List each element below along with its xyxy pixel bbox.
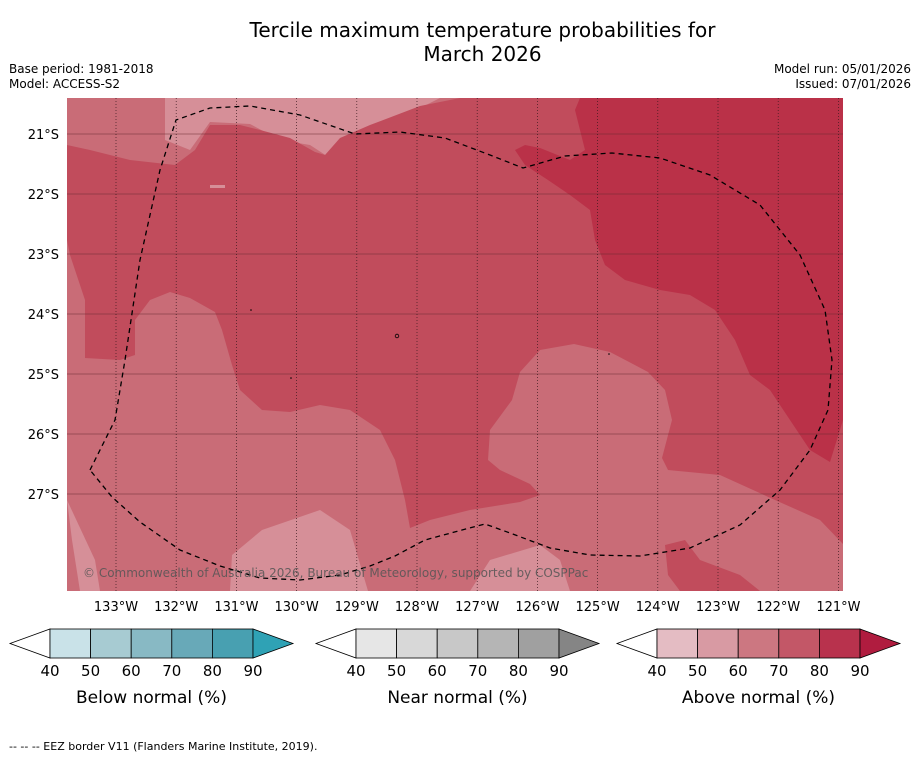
lon-tick-label: 127°W (455, 600, 499, 615)
colorbars: 40 50 60 70 80 90 Below normal (%) 40 50 60 70 80 90… (8, 628, 902, 708)
latitude-tick-labels: 21°S 22°S 23°S 24°S 25°S 26°S 27°S (28, 128, 59, 503)
colorbar-segment (778, 628, 820, 659)
colorbar-extend-high (252, 628, 295, 659)
issued-date: Issued: 07/01/2026 (795, 77, 911, 91)
colorbar-segment (171, 628, 213, 659)
lon-tick-label: 132°W (154, 600, 198, 615)
colorbar-segment (656, 628, 698, 659)
colorbar-segment (697, 628, 739, 659)
island-marker (608, 353, 610, 355)
colorbar-segment (477, 628, 519, 659)
colorbar-tick-label: 60 (122, 662, 141, 680)
title-line-2: March 2026 (423, 42, 542, 66)
colorbar-tick-label: 90 (850, 662, 869, 680)
colorbar-extend-high (859, 628, 902, 659)
lon-tick-label: 129°W (335, 600, 379, 615)
colorbar-tick-label: 60 (729, 662, 748, 680)
colorbar-tick-label: 40 (40, 662, 59, 680)
colorbar-extend-low (314, 628, 357, 659)
zone-above-50-60 (67, 500, 100, 591)
colorbar: 40 50 60 70 80 90 Below normal (%) (8, 628, 295, 708)
island-marker (250, 309, 252, 311)
colorbar-segment (49, 628, 91, 659)
lat-tick-label: 24°S (28, 308, 59, 323)
zone-above-50-60 (230, 510, 368, 591)
lat-tick-label: 21°S (28, 128, 59, 143)
zone-above-50-60 (470, 545, 570, 591)
lon-tick-label: 128°W (395, 600, 439, 615)
colorbar-label: Below normal (%) (76, 688, 227, 708)
lat-tick-label: 25°S (28, 368, 59, 383)
meta-left: Base period: 1981-2018 Model: ACCESS-S2 (9, 62, 154, 92)
colorbar-segment (211, 628, 254, 659)
model-name: Model: ACCESS-S2 (9, 77, 121, 91)
island-marker (290, 377, 292, 379)
map-grid (67, 98, 843, 591)
colorbar-label: Above normal (%) (682, 688, 835, 708)
lon-tick-label: 125°W (576, 600, 620, 615)
colorbar-tick-label: 40 (647, 662, 666, 680)
colorbar-segment (819, 628, 861, 659)
island-patch (210, 185, 225, 188)
lon-tick-label: 133°W (94, 600, 138, 615)
colorbar-tick-label: 90 (243, 662, 262, 680)
zone-above-70-80 (665, 540, 760, 591)
lon-tick-label: 124°W (636, 600, 680, 615)
zone-above-50-60 (165, 98, 440, 158)
title-line-1: Tercile maximum temperature probabilitie… (249, 18, 716, 42)
colorbar-tick-label: 70 (162, 662, 181, 680)
colorbar-extend-low (8, 628, 51, 659)
page-title: Tercile maximum temperature probabilitie… (0, 18, 919, 66)
copyright-text: © Commonwealth of Australia 2026, Bureau… (83, 566, 588, 580)
colorbar-extend-high (558, 628, 601, 659)
longitude-tick-labels: 133°W 132°W 131°W 130°W 129°W 128°W 127°W 126°W… (94, 600, 861, 615)
lat-tick-label: 27°S (28, 488, 59, 503)
colorbar-tick-label: 80 (509, 662, 528, 680)
colorbar-segment (90, 628, 132, 659)
model-run: Model run: 05/01/2026 (773, 62, 911, 76)
lon-tick-label: 121°W (816, 600, 860, 615)
eez-legend-text: -- -- -- EEZ border V11 (Flanders Marine… (9, 740, 317, 753)
colorbar-segment (355, 628, 397, 659)
lat-tick-label: 23°S (28, 248, 59, 263)
zone-above-80-90 (515, 98, 843, 462)
colorbar-tick-label: 40 (346, 662, 365, 680)
base-period: Base period: 1981-2018 (9, 62, 154, 76)
eez-border-line (89, 105, 833, 581)
lat-tick-label: 22°S (28, 188, 59, 203)
colorbar-tick-label: 80 (810, 662, 829, 680)
colorbar-tick-label: 90 (549, 662, 568, 680)
lat-tick-label: 26°S (28, 428, 59, 443)
probability-map: © Commonwealth of Australia 2026, Bureau… (67, 98, 843, 591)
meta-right: Model run: 05/01/2026 Issued: 07/01/2026 (774, 62, 911, 92)
colorbar-segment (737, 628, 780, 659)
lon-tick-label: 131°W (214, 600, 258, 615)
colorbar-segment (518, 628, 560, 659)
lon-tick-label: 126°W (515, 600, 559, 615)
colorbar-tick-label: 50 (387, 662, 406, 680)
island-marker (394, 333, 400, 339)
colorbar-segment (130, 628, 173, 659)
lon-tick-label: 130°W (275, 600, 319, 615)
colorbar-label: Near normal (%) (387, 688, 527, 708)
colorbar-tick-label: 60 (428, 662, 447, 680)
colorbar-segment (396, 628, 438, 659)
colorbar-segment (436, 628, 479, 659)
colorbar-tick-label: 80 (203, 662, 222, 680)
colorbar-extend-low (615, 628, 658, 659)
colorbar-tick-label: 50 (688, 662, 707, 680)
colorbar-tick-label: 50 (81, 662, 100, 680)
lon-tick-label: 123°W (696, 600, 740, 615)
colorbar: 40 50 60 70 80 90 Above normal (%) (615, 628, 902, 708)
colorbar: 40 50 60 70 80 90 Near normal (%) (314, 628, 601, 708)
lon-tick-label: 122°W (756, 600, 800, 615)
colorbar-tick-label: 70 (468, 662, 487, 680)
colorbar-tick-label: 70 (769, 662, 788, 680)
